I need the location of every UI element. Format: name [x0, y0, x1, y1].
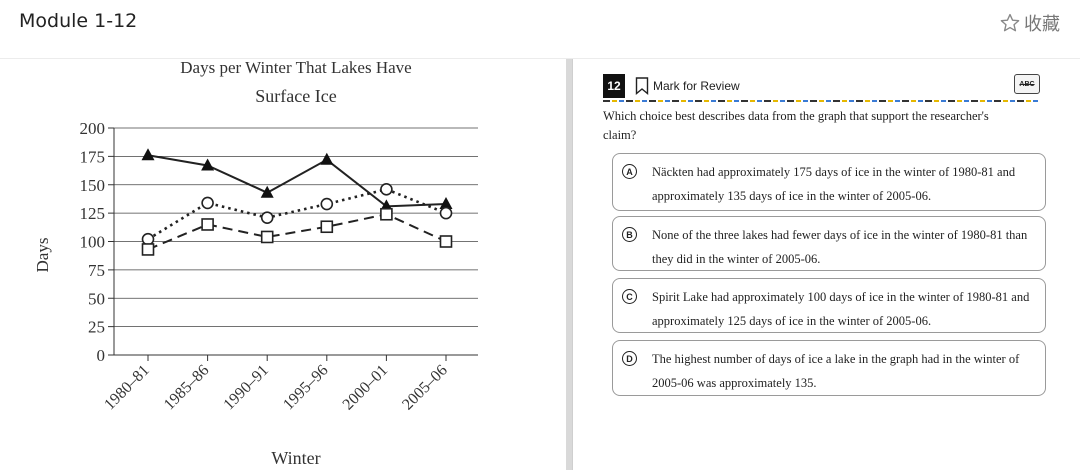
choice-text: None of the three lakes had fewer days o… — [652, 228, 1028, 266]
data-point — [141, 243, 155, 256]
data-point — [439, 235, 453, 248]
x-tick-label: 2000–01 — [340, 362, 392, 414]
data-point — [201, 218, 214, 231]
answer-choice-d[interactable]: D The highest number of days of ice a la… — [612, 340, 1046, 396]
answer-choice-c[interactable]: C Spirit Lake had approximately 100 days… — [612, 278, 1046, 333]
series-2 — [141, 182, 453, 246]
y-axis: 0 25 50 75 100 125 150 175 200 — [80, 119, 115, 365]
data-point — [201, 158, 215, 171]
x-axis: 1980–81 1985–86 1990–91 1995–96 2000–01 2005–… — [101, 354, 478, 414]
x-tick-label: 1980–81 — [101, 362, 153, 414]
x-tick-label: 2005–06 — [399, 362, 451, 414]
data-point — [320, 197, 334, 211]
module-title: Module 1-12 — [19, 10, 138, 32]
passage-pane[interactable]: Days per Winter That Lakes Have Surface … — [0, 58, 566, 470]
data-point — [201, 196, 214, 210]
series-line — [147, 213, 447, 251]
data-point — [260, 185, 274, 198]
choice-letter: A — [622, 164, 637, 179]
chart-series — [141, 148, 453, 256]
data-point — [320, 152, 334, 165]
question-pane: 12 Mark for Review ABC Which choice best… — [573, 59, 1080, 470]
answer-choice-b[interactable]: B None of the three lakes had fewer days… — [612, 216, 1046, 271]
star-icon — [1000, 13, 1020, 32]
data-point — [141, 232, 155, 246]
choice-text: The highest number of days of ice a lake… — [652, 352, 1020, 390]
answer-choice-a[interactable]: A Näckten had approximately 175 days of … — [612, 153, 1046, 211]
chart-title: Surface Ice — [255, 86, 336, 106]
data-point — [439, 206, 453, 220]
question-number: 12 — [603, 74, 625, 98]
y-tick-label: 25 — [88, 318, 105, 337]
abc-eliminator-button[interactable]: ABC — [1014, 74, 1040, 94]
choice-letter: C — [622, 289, 637, 304]
y-tick-label: 75 — [88, 261, 105, 280]
choice-text: Näckten had approximately 175 days of ic… — [652, 165, 1016, 203]
choice-letter: D — [622, 351, 637, 366]
choice-letter: B — [622, 227, 637, 242]
y-tick-label: 50 — [88, 289, 105, 308]
favorite-button[interactable]: 收藏 — [999, 10, 1060, 36]
y-tick-label: 150 — [80, 176, 106, 195]
data-point — [141, 148, 155, 161]
x-tick-label: 1985–86 — [161, 362, 213, 414]
series-3 — [141, 207, 453, 256]
x-tick-label: 1995–96 — [280, 362, 332, 414]
y-tick-label: 0 — [97, 346, 106, 365]
top-bar: Module 1-12 收藏 — [0, 0, 1080, 59]
mark-for-review-label[interactable]: Mark for Review — [653, 79, 740, 93]
y-tick-label: 200 — [80, 119, 106, 138]
y-tick-label: 100 — [80, 233, 106, 252]
question-header: 12 Mark for Review ABC — [603, 74, 1040, 98]
x-tick-label: 1990–91 — [220, 362, 272, 414]
data-point — [260, 211, 274, 224]
pane-divider-line — [572, 59, 573, 470]
choice-text: Spirit Lake had approximately 100 days o… — [652, 290, 1030, 328]
series-line — [147, 154, 447, 208]
chart-grid — [114, 127, 478, 328]
pane-divider-handle[interactable] — [566, 59, 572, 470]
y-axis-label: Days — [33, 238, 52, 273]
data-point — [380, 207, 393, 221]
y-tick-label: 125 — [80, 204, 106, 223]
header-divider — [603, 100, 1040, 102]
x-axis-label: Winter — [271, 448, 320, 468]
data-point — [380, 182, 393, 196]
data-point — [320, 220, 334, 234]
question-prompt: Which choice best describes data from th… — [603, 109, 989, 142]
data-point — [439, 197, 453, 210]
bookmark-icon[interactable] — [635, 77, 649, 95]
ice-days-chart: Days per Winter That Lakes Have Surface … — [33, 58, 478, 468]
y-tick-label: 175 — [80, 147, 106, 166]
data-point — [260, 230, 274, 244]
favorite-label: 收藏 — [1024, 14, 1060, 35]
series-1 — [141, 148, 453, 212]
chart-title-top: Days per Winter That Lakes Have — [180, 59, 411, 77]
